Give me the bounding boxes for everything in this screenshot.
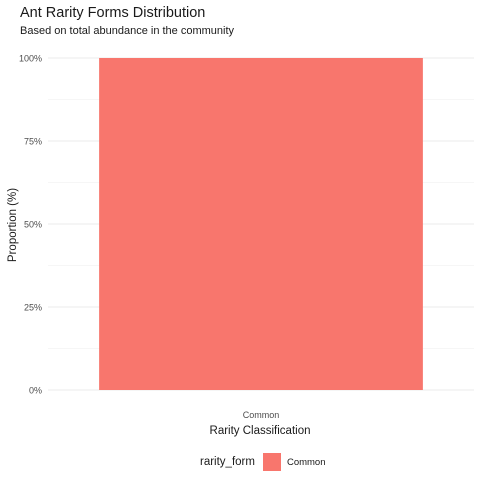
y-tick-labels: 0% 25% 50% 75% 100% <box>19 54 42 396</box>
legend: rarity_form Common <box>200 452 326 472</box>
legend-key-common <box>262 453 281 471</box>
y-tick-label: 0% <box>29 386 42 396</box>
chart-subtitle: Based on total abundance in the communit… <box>20 25 235 37</box>
legend-label-common: Common <box>286 456 326 468</box>
y-tick-label: 50% <box>24 220 42 230</box>
bar-common <box>99 58 423 390</box>
y-tick-label: 25% <box>24 303 42 313</box>
x-tick-labels: Common <box>243 410 280 420</box>
y-axis-label: Proportion (%) <box>7 187 19 263</box>
chart-title: Ant Rarity Forms Distribution <box>20 5 206 21</box>
x-tick-label: Common <box>243 410 280 420</box>
legend-title: rarity_form <box>200 456 255 468</box>
y-tick-label: 100% <box>19 54 42 64</box>
y-tick-label: 75% <box>24 137 42 147</box>
bars <box>99 58 423 390</box>
x-axis-label: Rarity Classification <box>209 425 311 437</box>
